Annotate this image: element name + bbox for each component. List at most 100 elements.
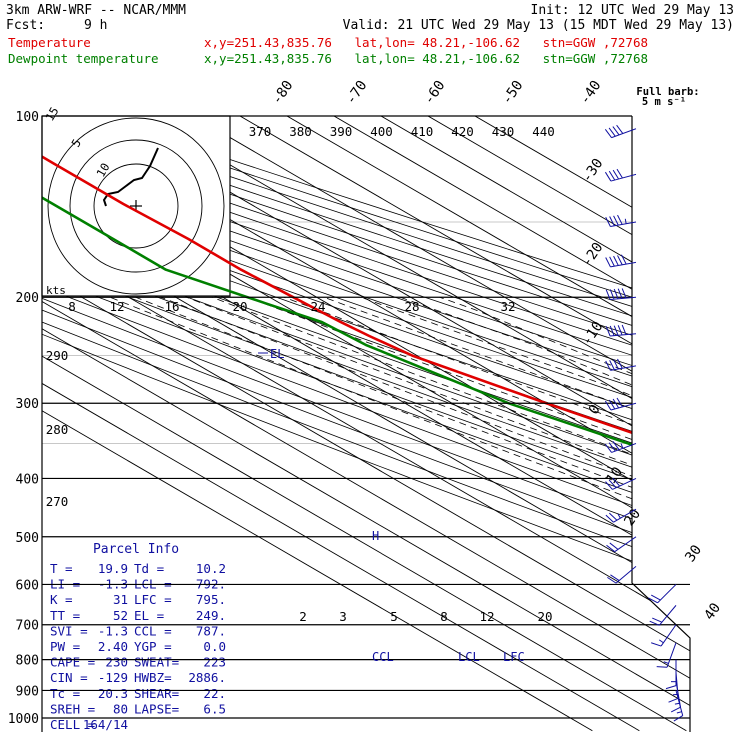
wind-barb	[604, 397, 637, 411]
wind-barb	[605, 214, 637, 228]
dry-adiabat	[42, 128, 690, 732]
hodograph-ring-label: 10	[93, 160, 112, 179]
parcel-row-key: SWEAT=	[134, 655, 179, 670]
init-time: Init: 12 UTC Wed 29 May 13	[531, 3, 735, 18]
isotherm-label: 40	[701, 600, 724, 623]
pressure-tick-label: 1000	[8, 712, 39, 727]
parcel-row-key: SHEAR=	[134, 686, 179, 701]
hodograph-ring	[69, 139, 203, 273]
isotherm-label: -80	[269, 78, 297, 108]
parcel-title: Parcel Info	[93, 542, 179, 557]
isotherm-line	[42, 116, 690, 732]
isotherm-label: -40	[577, 78, 605, 108]
mixing-ratio-label: 5	[390, 609, 398, 624]
parcel-row-key: Td =	[134, 561, 164, 576]
theta-label: 390	[330, 124, 353, 139]
temperature-location: x,y=251.43,835.76 lat,lon= 48.21,-106.62…	[204, 35, 648, 50]
wind-barb	[605, 358, 637, 371]
hodograph-ring	[93, 163, 179, 249]
dry-adiabat	[42, 128, 690, 732]
dry-adiabat	[42, 128, 690, 732]
parcel-row-key: LAPSE=	[134, 701, 179, 716]
parcel-row-value: 10.2	[196, 561, 226, 576]
parcel-row-key: SVI =	[50, 623, 88, 638]
theta-e-label: 280	[46, 422, 69, 437]
parcel-row-value: 20.3	[98, 686, 128, 701]
wind-barb	[604, 168, 637, 182]
mixing-ratio-upper-label: 28	[404, 299, 419, 314]
isotherm-line	[42, 116, 593, 732]
wind-barb	[656, 642, 677, 668]
wind-barb	[605, 324, 637, 337]
moist-adiabat	[186, 296, 690, 732]
dry-adiabat	[42, 128, 690, 732]
mixing-ratio-upper-label: 12	[109, 299, 124, 314]
wind-barb	[605, 254, 637, 268]
right-axis	[631, 116, 691, 732]
moist-adiabat	[109, 296, 690, 732]
parcel-row-value: 80	[113, 701, 128, 716]
theta-label: 380	[289, 124, 312, 139]
isotherm-line	[404, 116, 690, 732]
isotherm-line	[263, 116, 690, 732]
pressure-tick-label: 600	[16, 578, 39, 593]
parcel-row-value: 52	[113, 608, 128, 623]
theta-e-label: 270	[46, 494, 69, 509]
isotherm-line	[75, 116, 690, 732]
isotherm-label: 10	[603, 464, 626, 487]
isotherm-line	[42, 116, 687, 732]
wind-barb	[605, 288, 637, 300]
isotherm-line	[42, 116, 690, 732]
wind-barb	[607, 566, 637, 584]
ccl-marker: CCL	[372, 650, 394, 664]
isotherm-line	[169, 116, 690, 732]
dry-adiabat	[42, 128, 690, 732]
moist-adiabat	[323, 296, 690, 732]
parcel-row-key: SREH =	[50, 701, 95, 716]
pressure-tick-label: 300	[16, 397, 39, 412]
moist-adiabat	[247, 296, 690, 732]
pressure-tick-label: 800	[16, 654, 39, 669]
forecast-label: Fcst:	[6, 18, 45, 33]
valid-time: Valid: 21 UTC Wed 29 May 13 (15 MDT Wed …	[343, 18, 734, 33]
parcel-row-value: 31	[113, 592, 128, 607]
wind-barb	[673, 690, 684, 722]
mixing-ratio-label: 3	[339, 609, 347, 624]
isotherm-label: -70	[343, 78, 371, 108]
parcel-row-key: T =	[50, 561, 73, 576]
isotherm-label: -60	[421, 78, 449, 108]
wind-barb	[606, 536, 637, 553]
dry-adiabat	[42, 128, 690, 732]
parcel-row-value: 2886.	[188, 670, 226, 685]
mixing-ratio-label: 12	[479, 609, 494, 624]
parcel-row-key: CCL =	[134, 623, 172, 638]
hodograph-unit: kts	[46, 284, 66, 297]
isotherm-label: -50	[499, 78, 527, 108]
wind-barb	[604, 441, 637, 453]
pressure-tick-label: 200	[16, 291, 39, 306]
parcel-row-value: 795.	[196, 592, 226, 607]
isotherm-line	[42, 116, 640, 732]
mixing-ratio-upper-label: 20	[232, 299, 247, 314]
dewpoint-legend: Dewpoint temperature	[8, 51, 159, 66]
parcel-row-value: 2.40	[98, 639, 128, 654]
moist-adiabat	[135, 296, 690, 732]
wind-barbs	[604, 124, 684, 722]
barb-legend-line1: Full barb:	[636, 86, 699, 98]
mixing-ratio-upper-label: 24	[310, 299, 325, 314]
parcel-row-key: EL =	[134, 608, 164, 623]
parcel-row-value: 249.	[196, 608, 226, 623]
parcel-row-value: 19.9	[98, 561, 128, 576]
parcel-row-key: TT =	[50, 608, 80, 623]
parcel-row-value: 230	[105, 655, 128, 670]
mixing-ratio-upper-label: 32	[500, 299, 515, 314]
pressure-tick-label: 100	[16, 110, 39, 125]
dewpoint-location: x,y=251.43,835.76 lat,lon= 48.21,-106.62…	[204, 51, 648, 66]
h-marker: H	[372, 529, 379, 543]
hodograph-ring-label: 15	[42, 104, 61, 123]
temperature-profile	[42, 116, 690, 692]
isotherm-line	[310, 116, 690, 732]
parcel-row-value: 0.0	[203, 639, 226, 654]
